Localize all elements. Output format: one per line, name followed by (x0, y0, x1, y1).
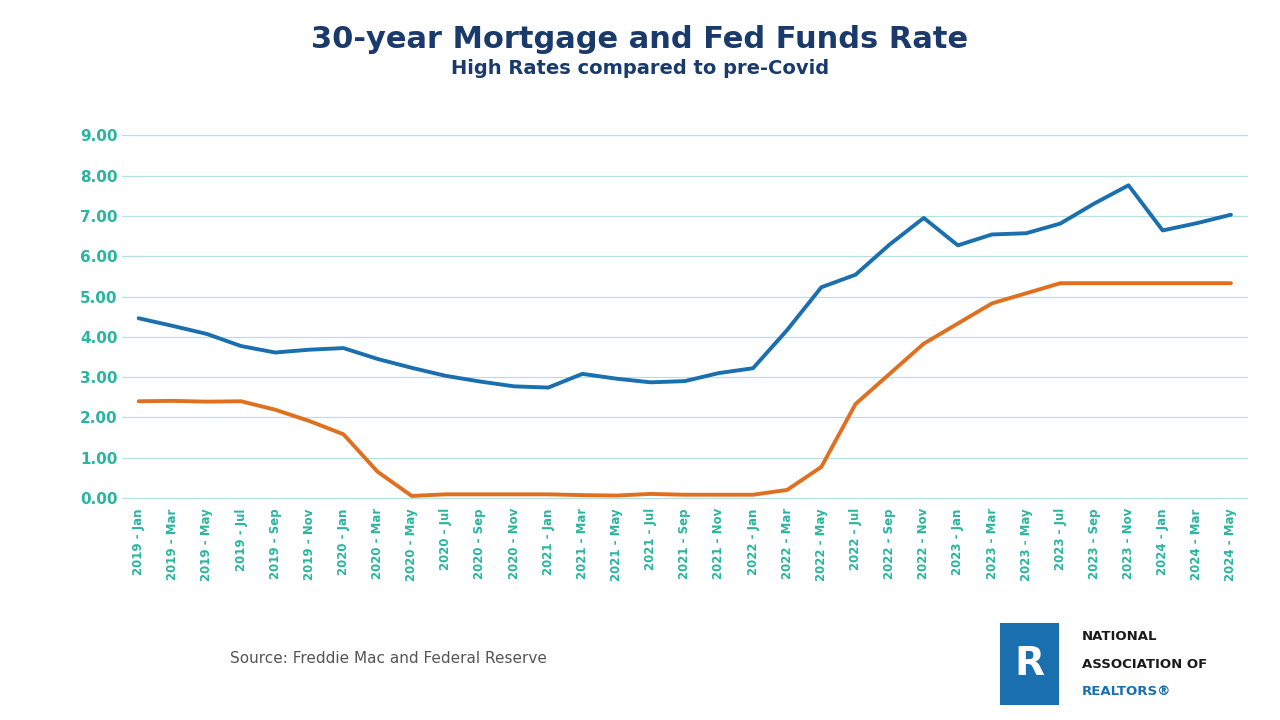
Text: R: R (1015, 645, 1044, 683)
Text: 30-year Mortgage and Fed Funds Rate: 30-year Mortgage and Fed Funds Rate (311, 25, 969, 54)
Text: NATIONAL: NATIONAL (1082, 631, 1157, 644)
Text: ASSOCIATION OF: ASSOCIATION OF (1082, 657, 1207, 671)
Text: High Rates compared to pre-Covid: High Rates compared to pre-Covid (451, 59, 829, 78)
FancyBboxPatch shape (1000, 624, 1060, 705)
Text: Source: Freddie Mac and Federal Reserve: Source: Freddie Mac and Federal Reserve (230, 652, 548, 666)
Text: REALTORS®: REALTORS® (1082, 685, 1171, 698)
